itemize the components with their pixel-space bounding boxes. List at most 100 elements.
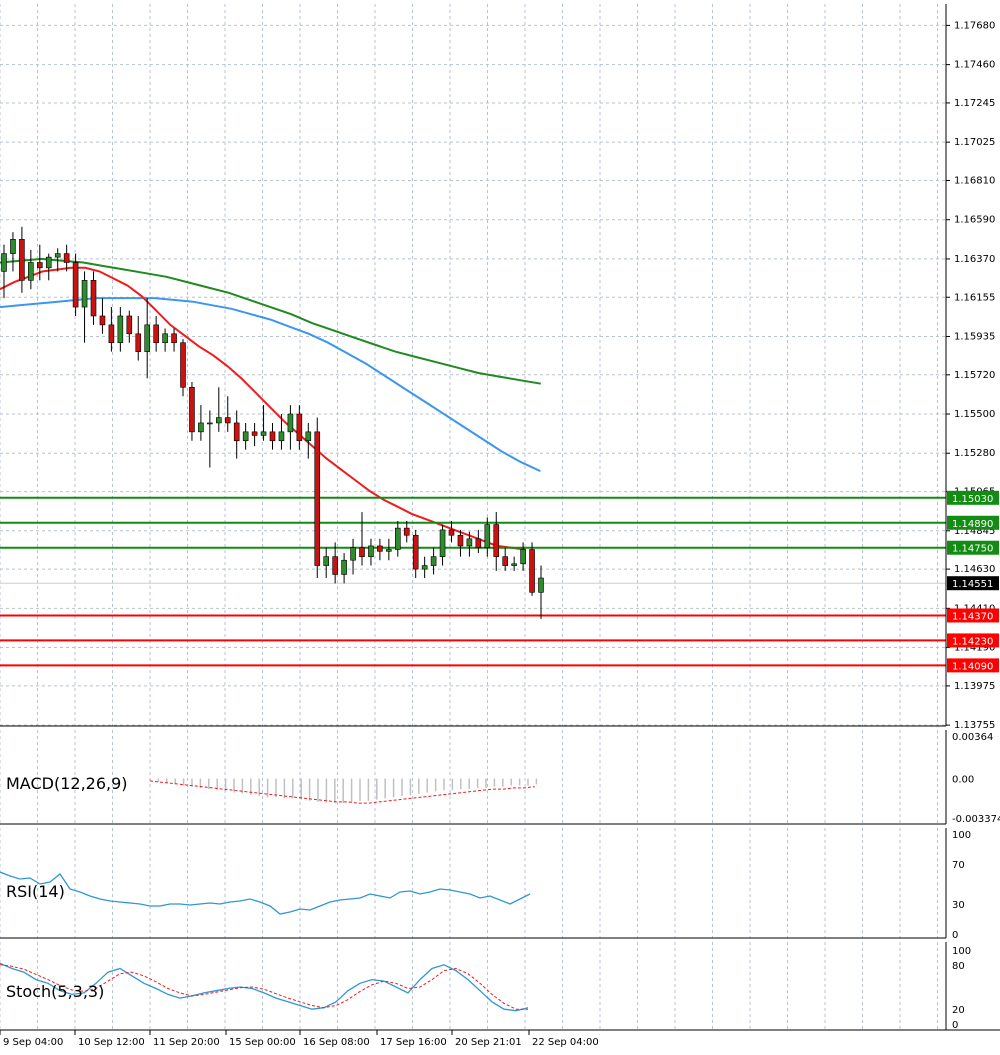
candle-body (117, 315, 124, 344)
time-tick-label: 16 Sep 08:00 (303, 1037, 370, 1048)
candle-body (430, 556, 437, 566)
current-price-label: 1.14551 (952, 579, 993, 590)
price-tick-label: 1.15500 (954, 409, 995, 420)
resistance-level-label: 1.14890 (952, 519, 993, 530)
price-tick-label: 1.14190 (954, 643, 995, 654)
candle-body (36, 262, 43, 269)
candle-body (171, 333, 177, 344)
price-tick-label: 1.17025 (954, 137, 995, 148)
candle-body (511, 563, 517, 566)
price-tick-label: 1.17460 (954, 60, 995, 71)
price-tick-label: 1.15280 (954, 448, 995, 459)
candle-body (377, 545, 383, 552)
time-tick-label: 17 Sep 16:00 (380, 1037, 447, 1048)
stoch-tick-label: 80 (952, 961, 965, 972)
candle-body (520, 549, 526, 565)
candle-body (162, 333, 168, 344)
candle-body (493, 524, 500, 557)
rsi-tick-label: 100 (952, 830, 971, 841)
candle-body (296, 413, 303, 442)
candle-body (135, 333, 142, 352)
candle-body (28, 262, 34, 281)
candle-body (153, 324, 159, 344)
candle-body (54, 253, 61, 258)
current-price-tag (947, 576, 999, 591)
candle-body (502, 556, 509, 566)
candle-body (72, 262, 79, 308)
macd-tick-label: 0.00 (952, 775, 974, 786)
price-tick-label: 1.15935 (954, 331, 995, 342)
stoch-tick-label: 20 (952, 1005, 965, 1016)
macd-tick-label: -0.003374 (952, 814, 1000, 825)
stoch-main-line (0, 962, 529, 1012)
candle-body (242, 431, 249, 442)
candle-body (350, 547, 356, 561)
stoch-panel: 100 80 20 0 Stoch(5,3,3) (0, 946, 971, 1031)
resistance-level-label: 1.14750 (952, 544, 993, 555)
candle-body (1, 253, 7, 272)
ma-mid-line (0, 297, 541, 473)
candle-body (207, 422, 213, 425)
candle-body (448, 529, 455, 536)
candle-body (421, 565, 428, 570)
ma-slow-line (0, 257, 541, 385)
support-level-tag (947, 633, 999, 648)
time-axis: 9 Sep 04:00 10 Sep 12:00 11 Sep 20:00 15 Se… (0, 1030, 599, 1048)
rsi-line (0, 871, 531, 915)
candle-body (198, 422, 204, 433)
candle-body (224, 417, 231, 424)
time-tick-label: 10 Sep 12:00 (78, 1037, 145, 1048)
candle-body (314, 431, 321, 566)
macd-label: MACD(12,26,9) (6, 774, 128, 793)
time-tick-label: 20 Sep 21:01 (455, 1037, 522, 1048)
candle-body (45, 256, 52, 269)
stoch-tick-label: 100 (952, 946, 971, 957)
candle-body (368, 545, 374, 557)
candle-body (466, 538, 473, 547)
time-tick-label: 15 Sep 00:00 (229, 1037, 296, 1048)
rsi-tick-label: 0 (952, 930, 958, 941)
price-tick-label: 1.16370 (954, 254, 995, 265)
support-resistance-levels: 1.15030 1.14890 1.14750 1.14370 1.14230 1.140… (0, 490, 999, 673)
candle-body (475, 538, 482, 549)
candle-body (180, 342, 186, 388)
stoch-tick-label: 0 (952, 1020, 958, 1031)
support-level-tag (947, 658, 999, 673)
candle-body (403, 527, 410, 536)
resistance-level-tag (947, 540, 999, 555)
candle-body (359, 547, 365, 557)
candle-body (341, 559, 347, 575)
candle-body (412, 534, 419, 570)
candle-body (216, 417, 222, 424)
rsi-tick-label: 30 (952, 900, 965, 911)
candle-body (233, 422, 240, 442)
resistance-level-tag (947, 515, 999, 530)
candle-body (126, 315, 133, 335)
candle-body (10, 239, 16, 254)
candle-body (529, 549, 535, 593)
price-tick-label: 1.16810 (954, 175, 995, 186)
macd-panel: 0.00364 0.00 -0.003374 MACD(12,26,9) (6, 732, 1000, 825)
candle-body (90, 280, 97, 317)
price-tick-label: 1.16155 (954, 292, 995, 303)
price-tick-label: 1.17680 (954, 20, 995, 31)
price-tick-label: 1.15720 (954, 370, 995, 381)
candle-body (457, 534, 464, 547)
candle-body (260, 431, 267, 436)
time-tick-label: 22 Sep 04:00 (532, 1037, 599, 1048)
candle-body (99, 315, 106, 326)
macd-signal-line (149, 780, 535, 804)
candle-body (108, 324, 115, 344)
rsi-tick-label: 70 (952, 860, 965, 871)
price-axis: 1.17680 1.17460 1.17245 1.17025 1.16810 1.165… (946, 20, 995, 731)
stoch-signal-line (0, 964, 528, 1010)
resistance-level-label: 1.15030 (952, 494, 993, 505)
candle-body (251, 431, 258, 436)
rsi-label: RSI(14) (6, 882, 65, 901)
candle-body (63, 253, 70, 263)
price-tick-label: 1.17245 (954, 98, 995, 109)
candle-body (189, 386, 195, 433)
price-tick-label: 1.13755 (954, 720, 995, 731)
candle-body (19, 239, 25, 281)
